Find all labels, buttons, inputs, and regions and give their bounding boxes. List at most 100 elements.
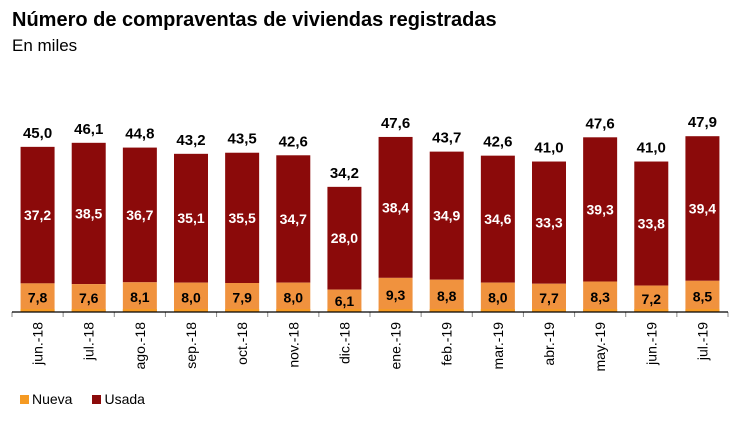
bar-nueva <box>378 277 413 312</box>
bar-nueva-base <box>122 309 157 312</box>
legend-swatch-usada <box>92 394 102 404</box>
legend-label-usada: Usada <box>104 391 145 407</box>
bar-usada <box>122 147 157 283</box>
bar-nueva <box>174 282 208 312</box>
data-label-usada: 28,0 <box>331 230 358 246</box>
bar-nueva-base <box>378 309 413 312</box>
data-label-usada: 34,7 <box>280 211 307 227</box>
data-label-usada: 34,6 <box>484 211 511 227</box>
data-label-total: 47,6 <box>381 115 410 132</box>
x-tick-label: mar.-19 <box>490 322 506 370</box>
data-label-nueva: 7,6 <box>79 290 99 306</box>
data-label-total: 46,1 <box>74 121 103 138</box>
x-tick-label: jul.-19 <box>694 322 710 361</box>
data-label-nueva: 8,1 <box>130 289 150 305</box>
x-tick-label: ene.-19 <box>388 322 404 370</box>
bar-nueva <box>225 283 260 312</box>
data-label-usada: 39,4 <box>689 201 716 217</box>
x-tick-label: jul.-18 <box>81 322 97 361</box>
data-label-total: 43,7 <box>432 130 461 147</box>
chart-title: Número de compraventas de viviendas regi… <box>12 9 497 31</box>
bar-usada <box>480 155 515 283</box>
x-tick-label: abr.-19 <box>541 322 557 366</box>
bar-usada <box>532 161 566 284</box>
data-label-total: 42,6 <box>483 134 512 151</box>
data-label-nueva: 7,7 <box>539 290 559 306</box>
data-label-nueva: 8,0 <box>181 289 201 305</box>
bar-nueva-base <box>276 309 311 312</box>
data-label-nueva: 7,8 <box>28 290 48 306</box>
data-label-usada: 34,9 <box>433 208 460 224</box>
data-label-nueva: 8,8 <box>437 288 457 304</box>
data-label-usada: 38,5 <box>75 205 102 221</box>
bar-nueva-base <box>225 309 260 312</box>
bar-usada <box>71 142 106 285</box>
data-label-usada: 35,5 <box>229 210 256 226</box>
bar-nueva <box>480 282 515 312</box>
legend-item-usada: Usada <box>92 391 145 407</box>
bar-nueva <box>327 289 362 312</box>
data-label-nueva: 8,5 <box>693 288 713 304</box>
bar-usada <box>276 155 311 283</box>
x-tick-label: ago.-18 <box>132 322 148 370</box>
data-label-nueva: 8,0 <box>284 289 304 305</box>
bar-nueva-base <box>583 309 618 312</box>
bar-nueva <box>532 283 566 312</box>
data-label-total: 41,0 <box>637 140 666 157</box>
data-label-usada: 33,3 <box>535 215 562 231</box>
bar-nueva-base <box>429 309 464 312</box>
bar-usada <box>174 153 208 283</box>
bar-usada <box>583 137 618 282</box>
x-tick-label: nov.-18 <box>285 322 301 368</box>
bar-nueva <box>122 282 157 312</box>
data-label-total: 44,8 <box>125 126 154 143</box>
bar-usada <box>685 136 720 281</box>
data-label-total: 43,2 <box>176 132 205 149</box>
bar-nueva <box>634 285 669 312</box>
bar-nueva <box>583 281 618 312</box>
data-label-usada: 36,7 <box>126 207 153 223</box>
bar-nueva-base <box>685 309 720 312</box>
data-label-nueva: 7,2 <box>642 291 662 307</box>
bar-nueva <box>276 282 311 312</box>
bar-nueva-base <box>174 309 208 312</box>
data-label-usada: 38,4 <box>382 199 409 215</box>
bar-usada <box>225 152 260 284</box>
data-label-usada: 39,3 <box>587 201 614 217</box>
x-tick-label: feb.-19 <box>439 322 455 366</box>
data-label-nueva: 6,1 <box>335 293 355 309</box>
bar-nueva-base <box>71 309 106 312</box>
x-tick-label: dic.-18 <box>336 322 352 364</box>
bar-nueva <box>20 283 55 312</box>
data-label-nueva: 8,3 <box>590 289 610 305</box>
data-label-total: 47,9 <box>688 114 717 131</box>
bar-nueva <box>429 279 464 312</box>
data-label-total: 43,5 <box>228 131 257 148</box>
x-tick-label: sep.-18 <box>183 322 199 369</box>
bar-nueva-base <box>327 309 362 312</box>
bar-nueva-base <box>480 309 515 312</box>
data-label-nueva: 9,3 <box>386 287 406 303</box>
bar-nueva <box>71 284 106 312</box>
bar-usada <box>429 151 464 280</box>
data-label-usada: 33,8 <box>638 216 665 232</box>
x-tick-label: oct.-18 <box>234 322 250 365</box>
legend-label-nueva: Nueva <box>32 391 73 407</box>
x-tick-label: jun.-19 <box>643 322 659 366</box>
data-label-total: 42,6 <box>279 133 308 150</box>
bar-usada <box>378 136 413 278</box>
bar-nueva-base <box>20 309 55 312</box>
bar-usada <box>634 161 669 286</box>
data-label-nueva: 8,0 <box>488 289 508 305</box>
chart-subtitle: En miles <box>12 36 78 55</box>
legend-swatch-nueva <box>20 394 29 404</box>
data-label-usada: 35,1 <box>177 210 204 226</box>
data-label-total: 47,6 <box>586 115 615 132</box>
data-label-total: 41,0 <box>534 140 563 157</box>
x-tick-label: jun.-18 <box>30 322 46 366</box>
data-label-total: 45,0 <box>23 125 52 142</box>
bar-nueva <box>685 280 720 312</box>
bar-usada <box>327 186 362 290</box>
data-label-nueva: 7,9 <box>232 290 252 306</box>
